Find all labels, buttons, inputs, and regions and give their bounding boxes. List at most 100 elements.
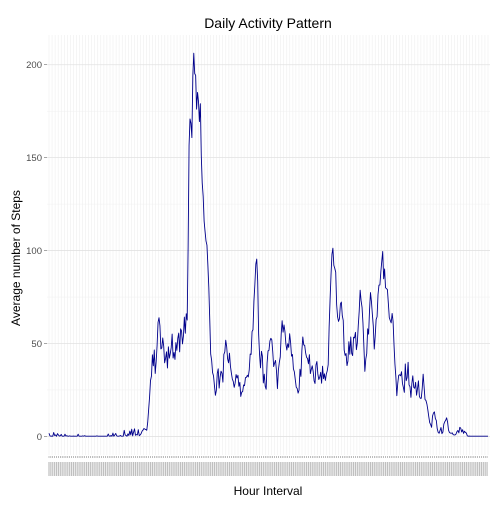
x-tick-label — [57, 462, 60, 476]
x-tick-label — [390, 462, 392, 476]
x-tick-label — [279, 462, 281, 476]
x-tick-label — [480, 462, 483, 476]
x-tick-label — [131, 462, 133, 476]
x-tick-label — [369, 462, 372, 476]
x-tick-label — [129, 462, 131, 476]
x-tick-label — [116, 462, 118, 476]
x-tick-label — [65, 462, 67, 476]
x-tick-label — [178, 462, 180, 476]
x-tick-label — [358, 462, 360, 476]
x-tick-label — [478, 462, 481, 476]
x-tick-label — [208, 462, 210, 476]
x-tick-label — [266, 462, 268, 476]
x-tick-label — [452, 462, 454, 476]
x-tick-label — [54, 462, 56, 476]
x-tick-label — [180, 462, 182, 476]
x-tick-label — [313, 462, 315, 476]
x-tick-label — [78, 462, 80, 476]
y-tick-label: 200 — [26, 60, 42, 71]
y-axis-title: Average number of Steps — [9, 190, 23, 326]
x-tick-label — [351, 462, 353, 476]
x-tick-label — [234, 462, 236, 476]
x-tick-label — [211, 462, 214, 476]
x-tick-label — [270, 462, 272, 476]
x-tick-label — [396, 462, 398, 476]
x-tick-label — [50, 462, 52, 476]
x-tick-label — [431, 462, 434, 476]
x-tick-label — [260, 462, 263, 476]
x-tick-label — [441, 462, 443, 476]
x-tick-label — [371, 462, 373, 476]
x-tick-label — [467, 462, 469, 476]
x-tick-label — [174, 462, 176, 476]
x-tick-label — [383, 462, 385, 476]
x-tick-label — [251, 462, 253, 476]
x-tick-label — [439, 462, 441, 476]
x-tick-label — [134, 462, 137, 476]
x-tick-label — [138, 462, 140, 476]
x-tick-label — [328, 462, 330, 476]
x-tick-label — [193, 462, 195, 476]
x-tick-label — [206, 462, 208, 476]
x-tick-label — [394, 462, 396, 476]
x-tick-label — [337, 462, 340, 476]
x-tick-label — [127, 462, 129, 476]
x-tick-label — [375, 462, 377, 476]
x-tick-label — [95, 462, 97, 476]
x-tick-label — [341, 462, 343, 476]
x-tick-label — [354, 462, 357, 476]
x-tick-label — [356, 462, 358, 476]
x-tick-label — [223, 462, 225, 476]
x-tick-label — [482, 462, 484, 476]
x-tick-label — [242, 462, 244, 476]
x-tick-label — [245, 462, 248, 476]
x-tick-label — [213, 462, 216, 476]
x-tick-label — [336, 462, 338, 476]
x-tick-label — [181, 462, 184, 476]
x-tick-label — [330, 462, 332, 476]
x-tick-label — [249, 462, 251, 476]
x-tick-label — [89, 462, 91, 476]
x-tick-label — [415, 462, 417, 476]
x-tick-label — [268, 462, 270, 476]
x-tick-label — [87, 462, 90, 476]
x-tick-label — [345, 462, 347, 476]
x-tick-label — [125, 462, 127, 476]
x-tick-label — [121, 462, 123, 476]
x-tick-label — [321, 462, 323, 476]
x-tick-label — [219, 462, 221, 476]
x-tick-label — [401, 462, 404, 476]
x-tick-label — [225, 462, 227, 476]
x-tick-label — [161, 462, 163, 476]
x-tick-label — [463, 462, 466, 476]
x-tick-label — [422, 462, 424, 476]
x-tick-label — [403, 462, 405, 476]
x-tick-label — [304, 462, 306, 476]
x-tick-label — [102, 462, 105, 476]
x-tick-label — [198, 462, 201, 476]
x-tick-label — [84, 462, 86, 476]
x-tick-label — [253, 462, 255, 476]
x-tick-label — [74, 462, 76, 476]
x-tick-label — [475, 462, 477, 476]
x-tick-label — [119, 462, 122, 476]
x-tick-label — [473, 462, 475, 476]
x-tick-label — [200, 462, 202, 476]
x-tick-label — [243, 462, 246, 476]
x-tick-label — [388, 462, 390, 476]
x-tick-label — [187, 462, 189, 476]
x-tick-label — [247, 462, 249, 476]
x-tick-label — [413, 462, 415, 476]
x-tick-label — [262, 462, 264, 476]
x-tick-label — [204, 462, 206, 476]
x-tick-label — [281, 462, 283, 476]
x-tick-label — [164, 462, 167, 476]
x-tick-label — [148, 462, 150, 476]
x-tick-label — [168, 462, 170, 476]
x-tick-label — [146, 462, 148, 476]
x-tick-label — [159, 462, 161, 476]
x-tick-label — [264, 462, 266, 476]
x-tick-label — [59, 462, 61, 476]
